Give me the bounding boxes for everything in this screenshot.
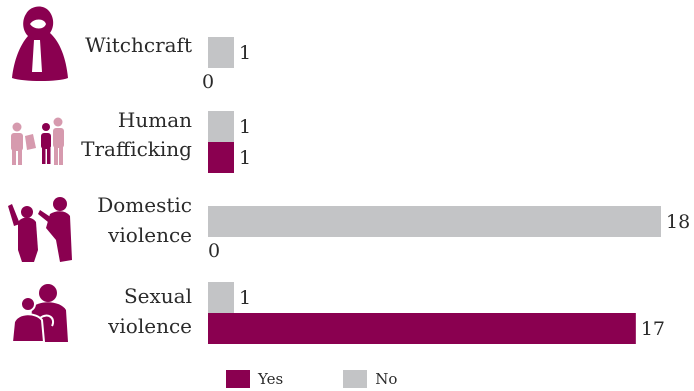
legend-swatch-no (343, 370, 368, 388)
category-label: Sexual (124, 284, 192, 308)
data-label-no: 18 (666, 211, 690, 233)
data-label-no: 1 (239, 116, 251, 138)
legend-item-yes: Yes (226, 370, 283, 388)
human-trafficking-icon (11, 117, 64, 165)
legend-label-no: No (375, 370, 398, 388)
chart-legend: Yes No (226, 370, 397, 388)
data-label-no: 1 (239, 287, 251, 309)
witchcraft-figure-icon (12, 6, 68, 81)
bar-yes (208, 142, 234, 173)
data-label-yes: 0 (202, 71, 214, 93)
category-label: Domestic (97, 193, 192, 217)
data-label-yes: 0 (208, 240, 220, 262)
category-label: Witchcraft (85, 33, 192, 57)
bar-no (208, 111, 234, 142)
sexual-violence-icon (10, 284, 68, 343)
category-label: violence (107, 223, 192, 247)
bar-no (208, 37, 234, 68)
domestic-violence-icon (8, 197, 72, 262)
category-label: Human (118, 108, 192, 132)
category-label: violence (107, 314, 192, 338)
legend-item-no: No (343, 370, 397, 388)
bar-no (208, 206, 661, 237)
legend-label-yes: Yes (258, 370, 284, 388)
category-label: Trafficking (81, 137, 192, 161)
bar-no (208, 282, 234, 313)
data-label-yes: 17 (641, 318, 665, 340)
bar-yes (208, 313, 636, 344)
data-label-no: 1 (239, 42, 251, 64)
data-label-yes: 1 (239, 147, 251, 169)
legend-swatch-yes (226, 370, 250, 388)
